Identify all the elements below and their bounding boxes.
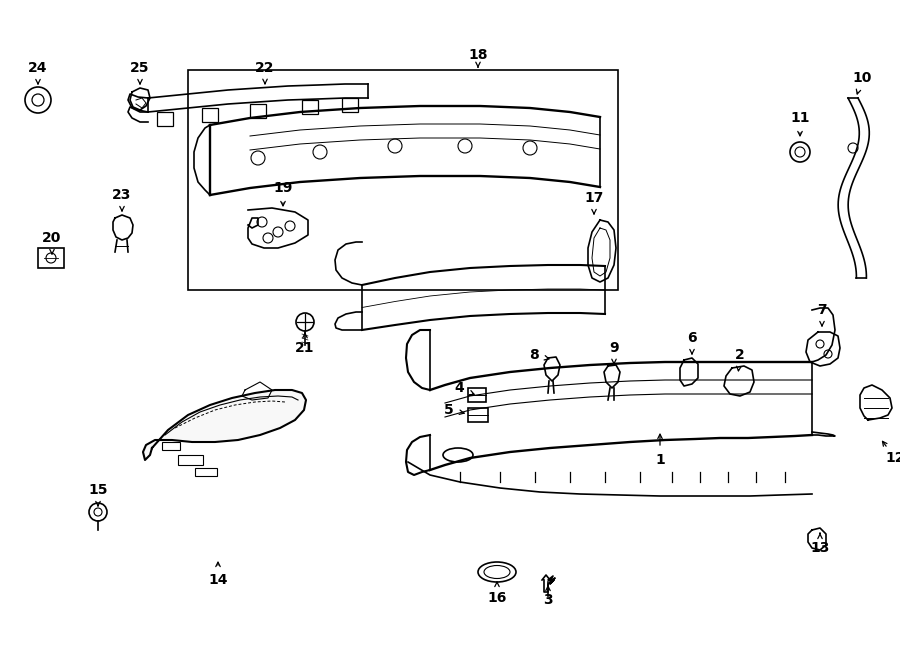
Bar [250,104,266,118]
Text: 25: 25 [130,61,149,75]
Bar [468,408,488,422]
Text: 2: 2 [735,348,745,362]
Text: 22: 22 [256,61,274,75]
Text: 13: 13 [810,541,830,555]
Bar [157,112,173,126]
Text: 15: 15 [88,483,108,497]
Text: 19: 19 [274,181,292,195]
Bar [178,455,203,465]
Text: 5: 5 [444,403,454,417]
Bar [468,388,486,402]
Bar [302,100,318,114]
Text: 17: 17 [584,191,604,205]
Bar [162,442,180,450]
Text: 16: 16 [487,591,507,605]
Bar [342,98,358,112]
Text: 24: 24 [28,61,48,75]
Text: 9: 9 [609,341,619,355]
Text: 10: 10 [852,71,872,85]
Text: 8: 8 [529,348,539,362]
Text: 6: 6 [688,331,697,345]
Text: 4: 4 [454,381,464,395]
Text: 23: 23 [112,188,131,202]
Text: 3: 3 [544,593,553,607]
Text: 1: 1 [655,453,665,467]
Bar [38,248,64,268]
Text: 18: 18 [468,48,488,62]
Bar [188,70,618,290]
Polygon shape [143,390,306,460]
Text: 11: 11 [790,111,810,125]
Bar [202,108,218,122]
Text: 20: 20 [42,231,62,245]
Text: 21: 21 [295,341,315,355]
Text: 14: 14 [208,573,228,587]
Bar [195,468,217,476]
Text: 12: 12 [886,451,900,465]
Text: 7: 7 [817,303,827,317]
